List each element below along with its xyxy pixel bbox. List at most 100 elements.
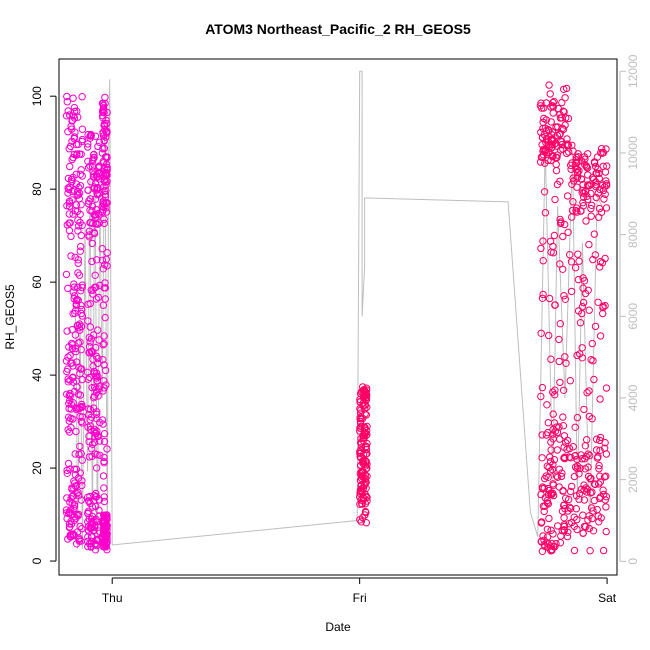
data-point: [64, 378, 73, 386]
data-point: [576, 319, 585, 327]
data-point: [536, 158, 545, 166]
data-point: [67, 232, 75, 241]
data-point: [84, 186, 92, 194]
data-point: [100, 457, 108, 466]
data-point: [67, 510, 75, 518]
data-point: [87, 533, 96, 541]
data-point: [76, 218, 84, 227]
data-point: [67, 423, 75, 432]
y-tick-label: 40: [30, 368, 44, 382]
data-point: [99, 197, 108, 205]
data-point: [602, 503, 610, 511]
data-point: [67, 252, 75, 260]
data-point: [561, 295, 569, 303]
data-point: [70, 186, 78, 194]
data-point: [73, 188, 82, 196]
data-point: [582, 484, 590, 492]
data-point: [578, 455, 586, 463]
data-point: [74, 259, 82, 267]
data-point: [548, 546, 556, 555]
data-point: [83, 368, 92, 376]
data-point: [90, 229, 99, 238]
data-point: [100, 215, 108, 223]
data-point: [64, 459, 73, 468]
data-point: [102, 204, 110, 212]
data-point: [357, 518, 365, 526]
data-point: [70, 465, 79, 473]
data-point: [100, 384, 108, 392]
data-point: [84, 199, 93, 208]
data-point: [544, 419, 552, 427]
data-point: [560, 521, 568, 529]
data-point: [592, 446, 601, 454]
data-point: [95, 506, 103, 514]
data-point: [74, 140, 83, 149]
data-point: [75, 534, 83, 542]
y-tick-label: 0: [30, 557, 44, 564]
y2-tick-label: 8000: [626, 221, 640, 248]
data-point: [100, 484, 108, 492]
data-point: [357, 419, 365, 428]
data-point: [559, 386, 568, 394]
data-point: [595, 480, 603, 488]
data-point: [544, 473, 552, 481]
data-point: [586, 547, 594, 555]
data-point: [103, 249, 111, 257]
data-point: [68, 125, 76, 133]
data-point: [73, 322, 81, 330]
data-point: [75, 537, 84, 545]
data-point: [541, 159, 549, 167]
data-point: [63, 327, 71, 335]
data-point: [598, 259, 607, 267]
data-point: [100, 361, 108, 369]
data-point: [89, 362, 97, 370]
data-point: [357, 439, 366, 448]
data-point: [538, 431, 546, 439]
data-point: [538, 294, 547, 302]
data-point: [549, 137, 557, 145]
data-point: [86, 195, 95, 203]
data-point: [72, 347, 80, 356]
data-point: [69, 362, 77, 370]
data-point: [599, 546, 608, 555]
data-point: [72, 180, 81, 188]
data-point: [578, 303, 587, 311]
data-point: [590, 158, 599, 166]
data-point: [73, 295, 81, 304]
data-point: [73, 358, 81, 366]
data-point: [357, 443, 366, 452]
data-point: [569, 174, 577, 182]
data-point: [363, 403, 371, 411]
data-point: [73, 207, 82, 216]
data-point: [541, 124, 550, 132]
data-point: [580, 496, 589, 504]
data-point: [62, 357, 71, 365]
data-point: [66, 523, 74, 531]
data-point: [549, 98, 557, 107]
data-point: [101, 313, 109, 322]
data-point: [545, 127, 553, 135]
data-point: [589, 255, 597, 264]
data-point: [563, 192, 572, 200]
data-point: [76, 442, 84, 451]
data-point: [574, 250, 582, 258]
data-point: [547, 355, 555, 363]
data-point: [67, 175, 76, 184]
data-point: [94, 209, 103, 218]
data-point: [585, 524, 593, 533]
data-point: [536, 102, 545, 110]
data-point: [600, 195, 608, 203]
data-point: [586, 489, 595, 497]
data-point: [585, 512, 593, 520]
data-point: [95, 138, 104, 147]
data-point: [65, 219, 73, 227]
data-point: [590, 230, 598, 238]
data-point: [595, 204, 604, 213]
data-point: [88, 512, 97, 521]
data-point: [362, 393, 371, 402]
data-point: [94, 326, 102, 334]
data-point: [549, 388, 557, 396]
data-point: [356, 489, 364, 498]
data-point: [547, 118, 555, 126]
data-point: [588, 339, 596, 348]
